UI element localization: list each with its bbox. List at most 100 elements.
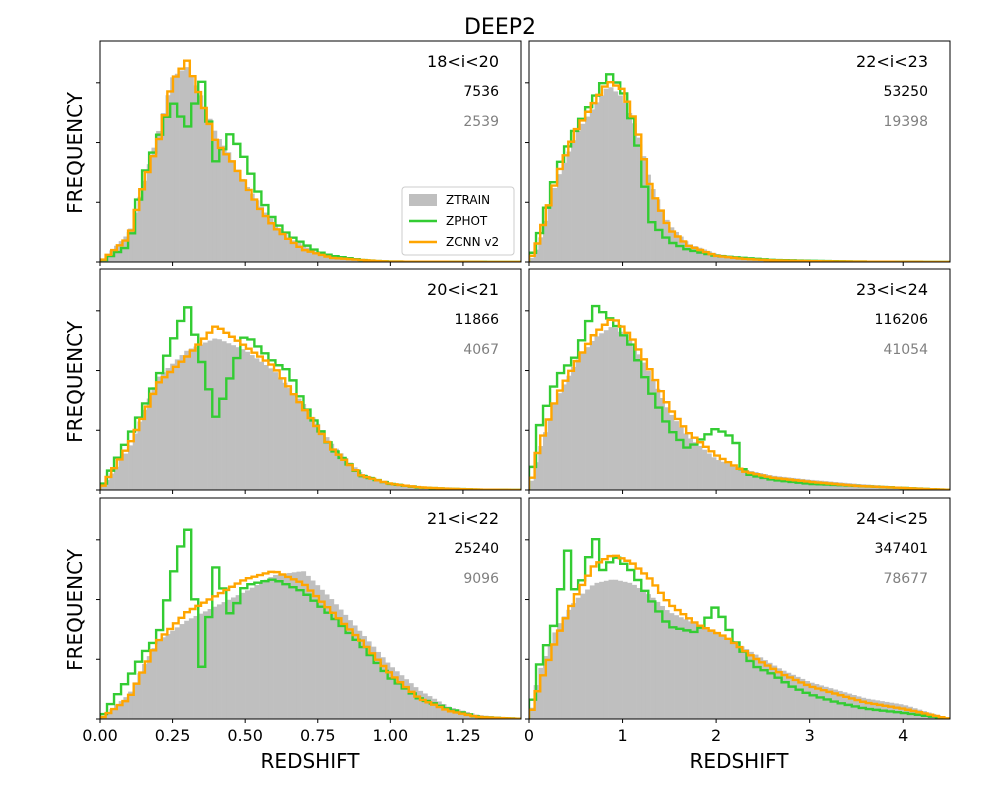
ztrain-bar [688, 244, 694, 262]
ztrain-bar [580, 353, 586, 490]
ztrain-bar [179, 355, 185, 490]
ztrain-bar [725, 638, 731, 719]
ztrain-bar [226, 599, 232, 719]
ztrain-bar [543, 656, 549, 719]
ztrain-bar [427, 696, 433, 719]
ztrain-bar [202, 106, 208, 262]
ztrain-bar [678, 236, 684, 262]
ztrain-bar [394, 671, 400, 719]
ztrain-bar [739, 646, 745, 719]
ztrain-bar [343, 457, 349, 490]
panel-1: 22<i<23 53250 19398 [525, 40, 951, 266]
ztrain-bar [734, 643, 740, 719]
legend: ZTRAIN ZPHOT ZCNN v2 [401, 186, 515, 256]
ztrain-bar [324, 254, 330, 262]
panel-frame [528, 40, 951, 263]
ztrain-bar [706, 251, 712, 262]
ztrain-bar [282, 573, 288, 719]
ztrain-bar [571, 603, 577, 719]
panel-3: 23<i<24 116206 41054 [525, 268, 951, 494]
ztrain-bar [287, 572, 293, 719]
ztrain-bar [711, 631, 717, 719]
ztrain-bar [641, 156, 647, 262]
ztrain-bar [645, 370, 651, 490]
panel-count-primary: 11866 [454, 312, 499, 328]
ztrain-bar [837, 690, 843, 719]
ztrain-bar [132, 212, 138, 262]
ztrain-bar [547, 204, 553, 262]
ztrain-bar [720, 254, 726, 262]
ztrain-bar [692, 246, 698, 262]
ztrain-bar [230, 160, 236, 262]
ztrain-bar [301, 404, 307, 490]
ztrain-bar [305, 575, 311, 719]
panel-count-secondary: 4067 [463, 342, 499, 358]
ztrain-bar [123, 453, 129, 490]
ztrain-bar [277, 228, 283, 262]
ztrain-bar [361, 474, 367, 490]
ztrain-bar [790, 674, 796, 719]
ztrain-bar [160, 113, 166, 262]
ztrain-bar [221, 341, 227, 490]
ztrain-bar [636, 354, 642, 490]
ztrain-bar [529, 480, 534, 490]
ztrain-bar [758, 657, 764, 719]
ztrain-bar [730, 256, 736, 262]
ztrain-bar [357, 471, 363, 490]
ztrain-bar [245, 351, 250, 490]
ztrain-bar [259, 361, 265, 490]
ztrain-bar [170, 630, 176, 719]
ztrain-bar [268, 577, 274, 719]
ztrain-bar [263, 365, 269, 490]
ztrain-bar [529, 257, 534, 262]
legend-label-zphot: ZPHOT [446, 214, 488, 228]
ztrain-bar [202, 342, 208, 490]
ztrain-bar [819, 685, 824, 719]
ztrain-bar [436, 701, 442, 719]
ztrain-bar [547, 644, 553, 719]
ztrain-bar [446, 706, 452, 719]
ztrain-bar [151, 147, 157, 262]
ztrain-bar [375, 479, 381, 490]
ztrain-bar [137, 673, 143, 719]
ztrain-bar [128, 445, 134, 490]
ztrain-bar [711, 252, 717, 262]
zcnn-line [529, 554, 950, 719]
ztrain-bar [664, 219, 670, 262]
ztrain-bar [804, 479, 810, 490]
ztrain-bar [282, 382, 288, 490]
x-tick-label: 0 [524, 726, 534, 745]
ztrain-bar [165, 367, 171, 490]
ztrain-bar [198, 344, 204, 490]
ztrain-bar [767, 475, 773, 490]
ztrain-bar [561, 384, 567, 490]
panel-count-secondary: 78677 [883, 571, 928, 587]
ztrain-bar [636, 587, 642, 719]
panel-magnitude-label: 21<i<22 [427, 509, 499, 528]
ztrain-bar [627, 339, 633, 490]
ztrain-bar [263, 212, 269, 262]
ztrain-bar [361, 636, 367, 719]
ztrain-bar [249, 587, 255, 719]
ztrain-bar [338, 453, 344, 490]
ztrain-bar [301, 245, 307, 262]
ztrain-bar [748, 651, 754, 719]
panel-plot-area-3 [529, 304, 950, 490]
ztrain-bar [104, 713, 110, 719]
ztrain-bar [174, 627, 180, 719]
ztrain-bar [352, 625, 358, 719]
ztrain-bar [716, 633, 722, 719]
ztrain-bar [702, 449, 708, 490]
ztrain-bar [245, 186, 250, 262]
ztrain-bar [650, 597, 656, 719]
ztrain-bar [631, 346, 637, 490]
ztrain-bar [776, 668, 782, 719]
ztrain-bar [650, 379, 656, 490]
ztrain-bar [408, 486, 414, 490]
x-tick-label: 0.75 [300, 726, 336, 745]
ztrain-bar [683, 241, 689, 262]
xlabel-col-0: REDSHIFT [261, 749, 361, 773]
ztrain-bar [114, 245, 120, 262]
ztrain-bar [594, 582, 600, 719]
ztrain-bar [422, 693, 428, 719]
